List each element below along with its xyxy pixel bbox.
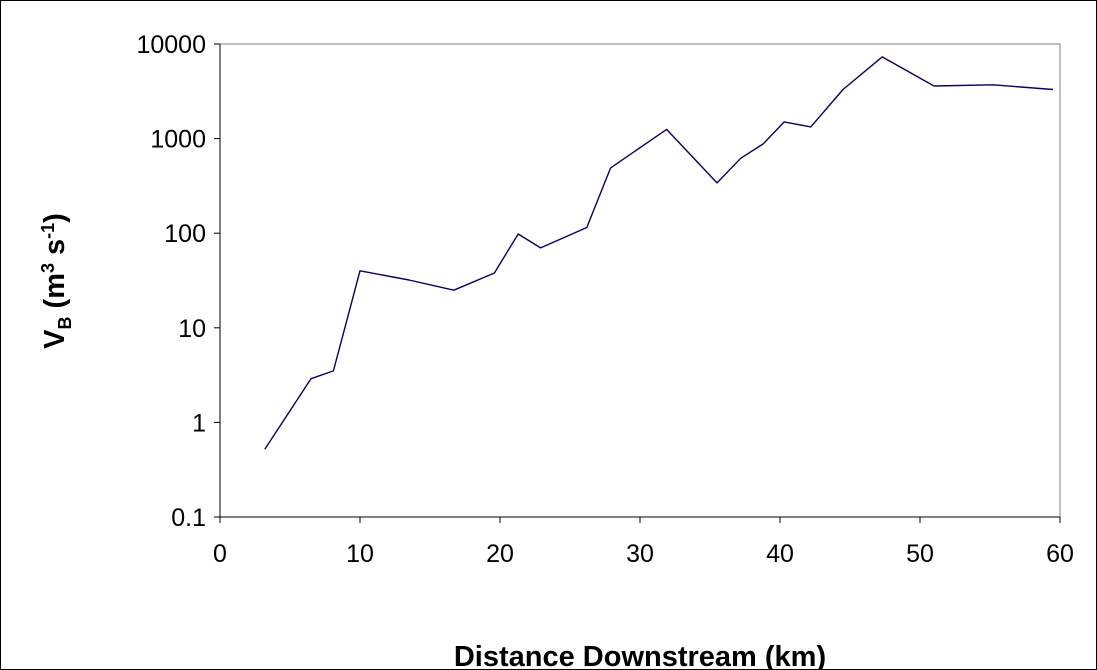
x-tick-label: 40	[766, 540, 794, 568]
y-axis-title-subscript: B	[55, 317, 75, 330]
y-tick-label: 10	[178, 315, 206, 343]
x-tick-label: 60	[1046, 540, 1074, 568]
x-tick-label: 30	[626, 540, 654, 568]
plot-border	[219, 43, 1061, 518]
x-tick-label: 0	[213, 540, 227, 568]
y-tick-label: 1000	[150, 126, 206, 154]
y-tick-label: 0.1	[171, 504, 206, 532]
y-axis-title-sup1: 3	[38, 263, 58, 273]
y-axis-title-units-close: )	[39, 213, 71, 223]
x-axis-title: Distance Downstream (km)	[454, 641, 826, 670]
x-tick-label: 50	[906, 540, 934, 568]
y-tick-label: 10000	[136, 31, 206, 59]
y-tick-label: 100	[164, 220, 206, 248]
y-axis-title: VB (m3 s-1)	[38, 213, 75, 349]
x-tick-label: 10	[346, 540, 374, 568]
y-axis-title-sup2: -1	[38, 223, 58, 239]
x-tick-label: 20	[486, 540, 514, 568]
series-line	[264, 56, 1054, 450]
plot-area: 0.1 1 10 100 1000 10000 0 10 20 30 40 50 60	[136, 31, 1073, 568]
y-axis-title-main: V	[39, 329, 71, 349]
y-axis-title-units-mid: s	[39, 239, 71, 263]
y-tick-label: 1	[192, 409, 206, 437]
y-axis-title-units-open: (m	[39, 273, 71, 317]
